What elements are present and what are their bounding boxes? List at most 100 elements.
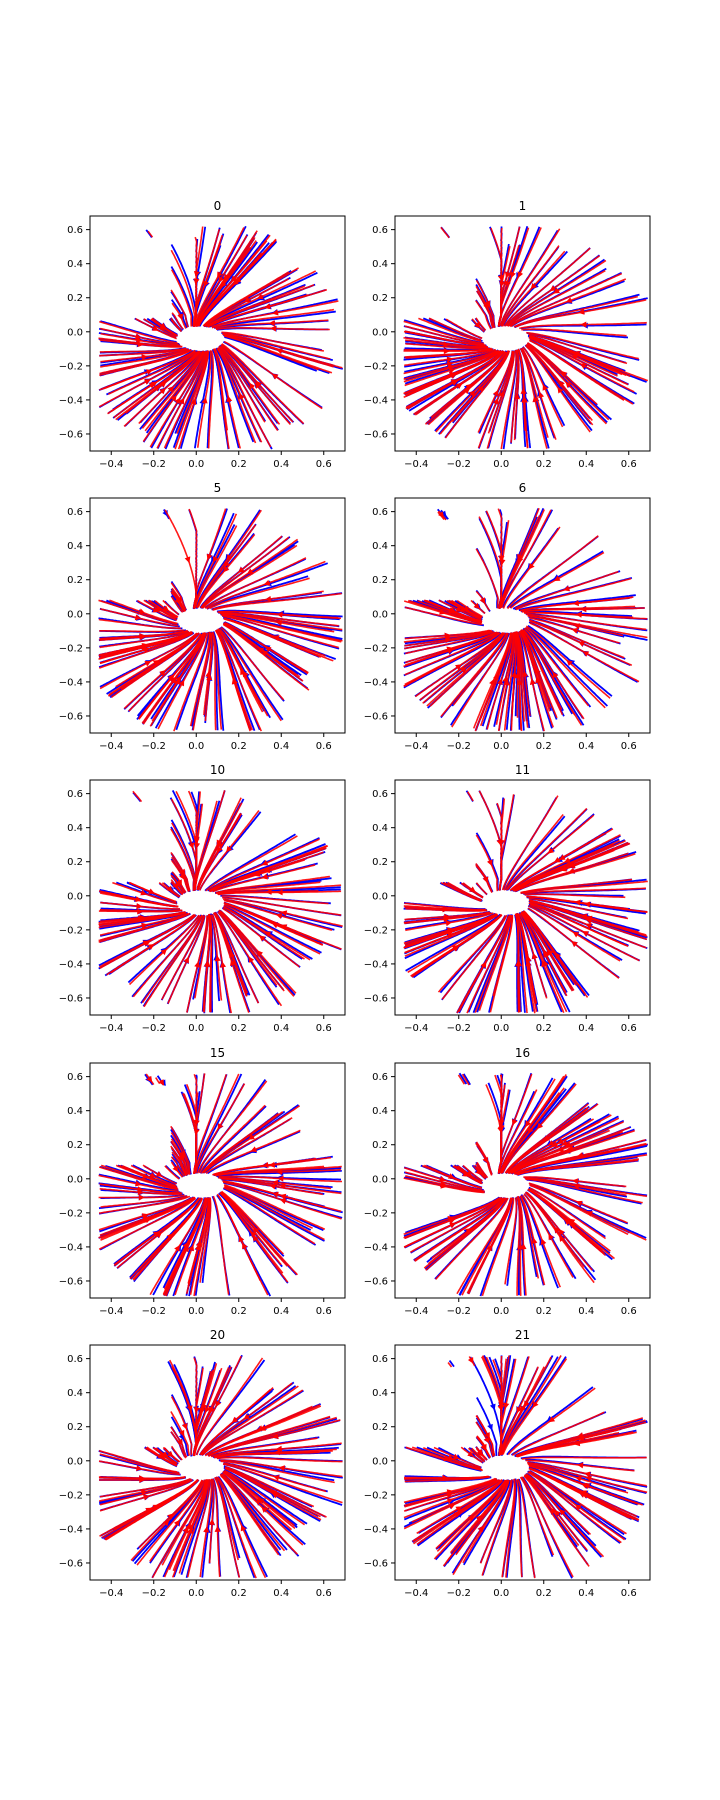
streamline (512, 1411, 605, 1456)
streamline (448, 1360, 455, 1368)
arrowhead (140, 889, 147, 896)
streamline (519, 1476, 555, 1556)
x-tick-label: 0.6 (621, 1588, 637, 1599)
streamline (171, 1151, 187, 1176)
x-tick-label: −0.4 (99, 741, 123, 752)
arrowhead (571, 941, 578, 948)
arrowhead (234, 276, 242, 284)
arrowhead (450, 607, 457, 614)
streamline (212, 592, 342, 611)
arrowhead (532, 1401, 539, 1408)
streamline (170, 249, 196, 327)
streamline (170, 1445, 183, 1461)
streamline (194, 1073, 240, 1173)
streamline (98, 890, 179, 908)
x-tick-label: 0.6 (621, 741, 637, 752)
arrowhead (167, 1451, 174, 1458)
y-tick-label: −0.4 (364, 677, 388, 688)
streamline (216, 884, 342, 895)
arrowhead (578, 308, 585, 315)
axes-frame (394, 1344, 651, 1581)
streamline (529, 1187, 607, 1240)
streamline (515, 577, 632, 611)
arrowhead (504, 271, 511, 279)
arrowhead (193, 271, 200, 278)
streamline (189, 631, 211, 727)
arrowhead (226, 395, 233, 403)
arrowhead (136, 337, 143, 343)
streamline (202, 544, 298, 609)
streamline (414, 1197, 506, 1262)
streamline (455, 1479, 509, 1556)
arrowhead (535, 676, 542, 684)
streamline (435, 1479, 508, 1561)
y-tick-label: 0.6 (67, 1354, 83, 1365)
streamlines-15 (98, 1073, 343, 1297)
streamline (213, 912, 248, 997)
streamline (208, 845, 329, 893)
arrowhead (186, 1405, 193, 1412)
streamlines-6 (403, 507, 648, 732)
arrowhead (226, 554, 233, 561)
arrowhead (141, 643, 149, 649)
arrowhead (538, 391, 545, 399)
arrowhead (256, 293, 264, 300)
streamline (513, 295, 638, 328)
arrowhead (167, 386, 175, 393)
arrowhead (525, 1120, 531, 1128)
arrowhead (159, 323, 167, 330)
arrowhead (493, 397, 499, 405)
arrowhead (528, 563, 535, 570)
streamline (98, 1449, 178, 1473)
arrowhead (214, 1525, 221, 1532)
streamline (429, 632, 506, 707)
x-tick-label: −0.4 (99, 1023, 123, 1034)
arrowhead (516, 1406, 523, 1414)
arrowhead (522, 670, 528, 677)
y-tick-label: 0.4 (67, 541, 83, 552)
arrowhead (239, 393, 245, 400)
arrowhead (174, 1245, 180, 1252)
streamline (99, 350, 196, 391)
arrowhead (565, 381, 572, 388)
streamline (221, 1473, 298, 1555)
streamline (170, 1431, 187, 1459)
arrowhead (565, 297, 573, 303)
arrowhead (214, 955, 221, 962)
arrowhead (268, 320, 275, 327)
arrowhead (177, 313, 184, 321)
streamline (143, 915, 203, 1008)
streamlines-20 (98, 1354, 343, 1579)
streamline (219, 627, 284, 721)
streamline (223, 1469, 298, 1526)
streamline (405, 342, 489, 350)
streamline (475, 863, 493, 892)
streamline (223, 906, 305, 960)
streamline (428, 317, 482, 341)
series-red (98, 1355, 343, 1579)
series-red (403, 790, 648, 1014)
arrowhead (216, 846, 223, 854)
y-tick-label: −0.4 (59, 677, 83, 688)
arrowhead (447, 1454, 455, 1461)
streamline (525, 1178, 643, 1204)
streamline (481, 1479, 513, 1576)
arrowhead (480, 1444, 487, 1452)
streamline (503, 247, 591, 327)
streamline (132, 915, 201, 998)
streamline (500, 349, 517, 450)
arrowhead (547, 847, 555, 854)
streamline (505, 1478, 518, 1578)
arrowhead (243, 296, 251, 303)
arrowhead (238, 1235, 245, 1243)
streamline (475, 882, 488, 895)
streamline (194, 800, 218, 890)
x-tick-label: 0.4 (578, 1023, 594, 1034)
streamline (404, 348, 493, 358)
streamline (224, 621, 309, 674)
x-tick-label: 0.0 (493, 459, 509, 470)
streamline (456, 600, 483, 618)
x-tick-label: −0.4 (99, 1306, 123, 1317)
arrowhead (206, 673, 213, 681)
arrowhead (477, 1525, 484, 1533)
